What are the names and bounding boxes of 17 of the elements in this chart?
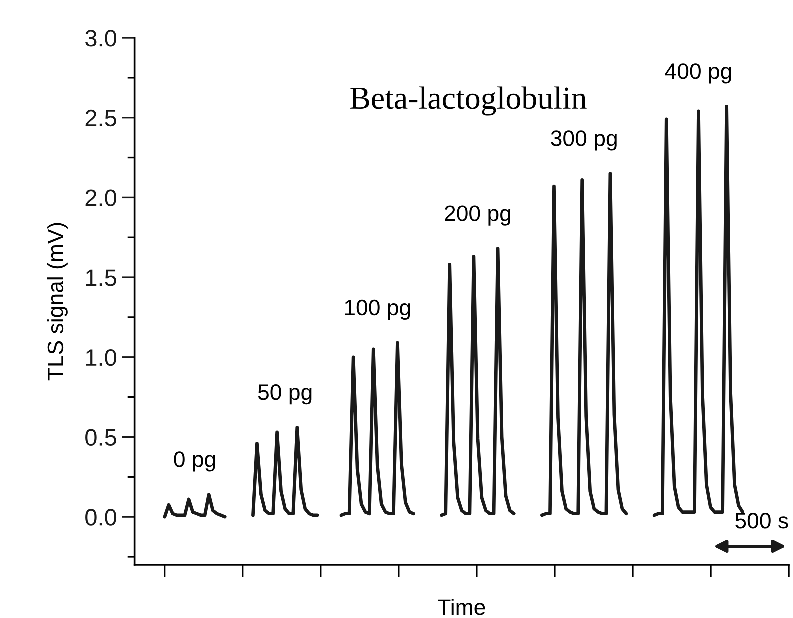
annotation: 50 pg	[258, 384, 312, 405]
text: Beta-lactoglobulin	[350, 86, 587, 116]
annotation: 500 s	[736, 513, 788, 529]
y-tick-label: 2.0	[86, 190, 117, 206]
y-tick-label: 0.0	[86, 509, 117, 526]
annotation: 400 pg	[665, 64, 732, 84]
y-tick-label: 2.5	[86, 110, 116, 127]
y-tick-label: 3.0	[86, 30, 117, 47]
y-axis-title: TLS signal (mV)	[47, 223, 68, 381]
y-tick-label: 1.5	[86, 270, 116, 286]
y-tick-label: 1.0	[86, 349, 117, 366]
annotation: 100 pg	[345, 300, 410, 320]
annotation: 200 pg	[445, 206, 511, 226]
annotation: 0 pg	[174, 452, 216, 472]
y-tick-label: 0.5	[86, 429, 116, 446]
x-axis-title: Time	[438, 599, 486, 616]
annotation: 300 pg	[551, 130, 617, 151]
